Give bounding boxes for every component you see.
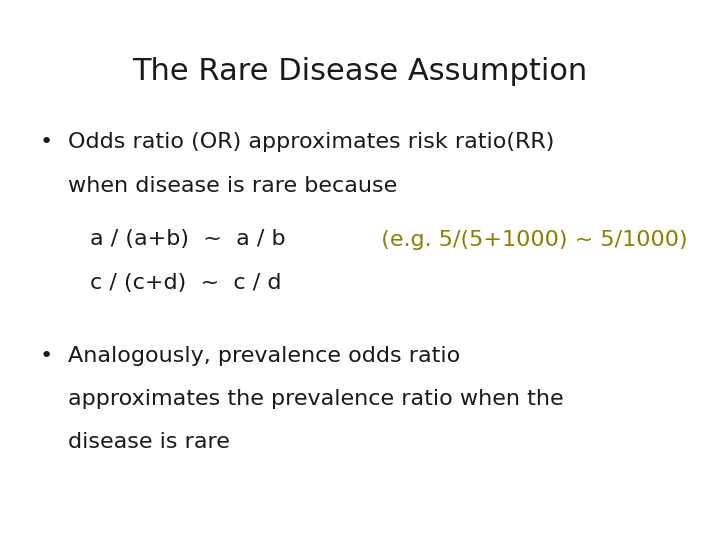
Text: Analogously, prevalence odds ratio: Analogously, prevalence odds ratio [68,346,461,366]
Text: disease is rare: disease is rare [68,432,230,452]
Text: •: • [40,132,53,152]
Text: Odds ratio (OR) approximates risk ratio(RR): Odds ratio (OR) approximates risk ratio(… [68,132,555,152]
Text: when disease is rare because: when disease is rare because [68,176,397,195]
Text: a / (a+b)  ~  a / b: a / (a+b) ~ a / b [90,230,286,249]
Text: The Rare Disease Assumption: The Rare Disease Assumption [132,57,588,86]
Text: •: • [40,346,53,366]
Text: c / (c+d)  ~  c / d: c / (c+d) ~ c / d [90,273,282,293]
Text: (e.g. 5/(5+1000) ~ 5/1000): (e.g. 5/(5+1000) ~ 5/1000) [367,230,688,249]
Text: approximates the prevalence ratio when the: approximates the prevalence ratio when t… [68,389,564,409]
